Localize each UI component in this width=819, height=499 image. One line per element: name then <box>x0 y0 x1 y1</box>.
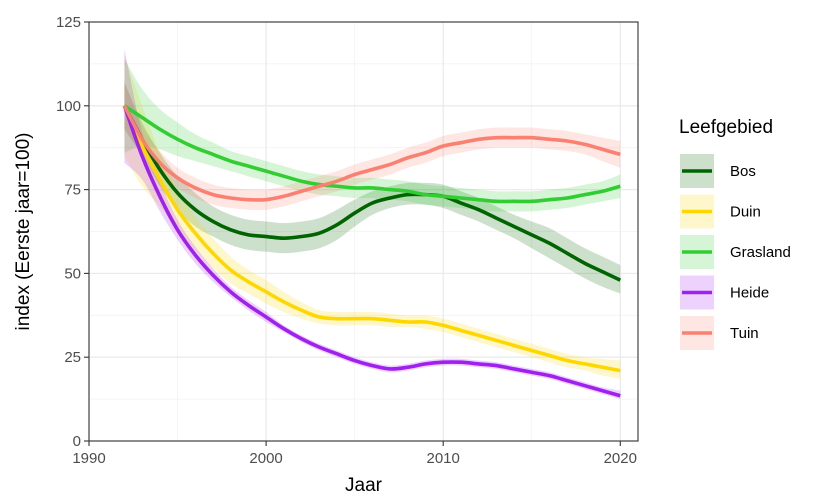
line-tuin <box>122 104 621 202</box>
legend-title: Leefgebied <box>679 117 773 138</box>
legend-label-bos: Bos <box>730 163 756 180</box>
legend-item-bos: Bos <box>680 154 756 188</box>
legend-items: Bos Duin Grasland Heide Tuin <box>680 154 791 350</box>
axes: 1990 2000 2010 2020 0 25 50 75 100 125 <box>56 14 637 467</box>
y-axis-title: index (Eerste jaar=100) <box>13 132 34 330</box>
line-duin <box>122 105 621 373</box>
y-tick-label: 25 <box>64 349 81 366</box>
y-tick-label: 125 <box>56 14 81 31</box>
legend-label-heide: Heide <box>730 285 769 302</box>
x-tick-label: 2010 <box>427 450 460 467</box>
legend-item-grasland: Grasland <box>680 235 791 269</box>
legend-label-duin: Duin <box>730 204 761 221</box>
band-duin <box>124 55 621 379</box>
legend-item-tuin: Tuin <box>680 316 759 350</box>
series-lines <box>122 104 622 398</box>
y-tick-label: 75 <box>64 182 81 199</box>
line-grasland <box>123 104 621 204</box>
legend: Leefgebied Bos Duin Grasland Heide Tuin <box>679 117 791 350</box>
legend-label-grasland: Grasland <box>730 244 791 261</box>
legend-item-heide: Heide <box>680 275 769 310</box>
y-tick-label: 50 <box>64 265 81 282</box>
band-tuin <box>124 82 621 211</box>
plot-panel-border <box>88 21 639 442</box>
x-tick-label: 1990 <box>72 450 105 467</box>
y-tick-label: 100 <box>56 98 81 115</box>
band-bos <box>124 82 621 294</box>
x-tick-label: 2020 <box>604 450 637 467</box>
line-heide <box>122 105 621 398</box>
confidence-bands <box>124 48 621 400</box>
legend-label-tuin: Tuin <box>730 325 759 342</box>
x-axis-title: Jaar <box>345 475 383 496</box>
y-tick-label: 0 <box>73 433 81 450</box>
line-bos <box>122 104 622 282</box>
legend-item-duin: Duin <box>680 194 761 229</box>
band-grasland <box>124 58 621 212</box>
x-tick-label: 2000 <box>249 450 282 467</box>
